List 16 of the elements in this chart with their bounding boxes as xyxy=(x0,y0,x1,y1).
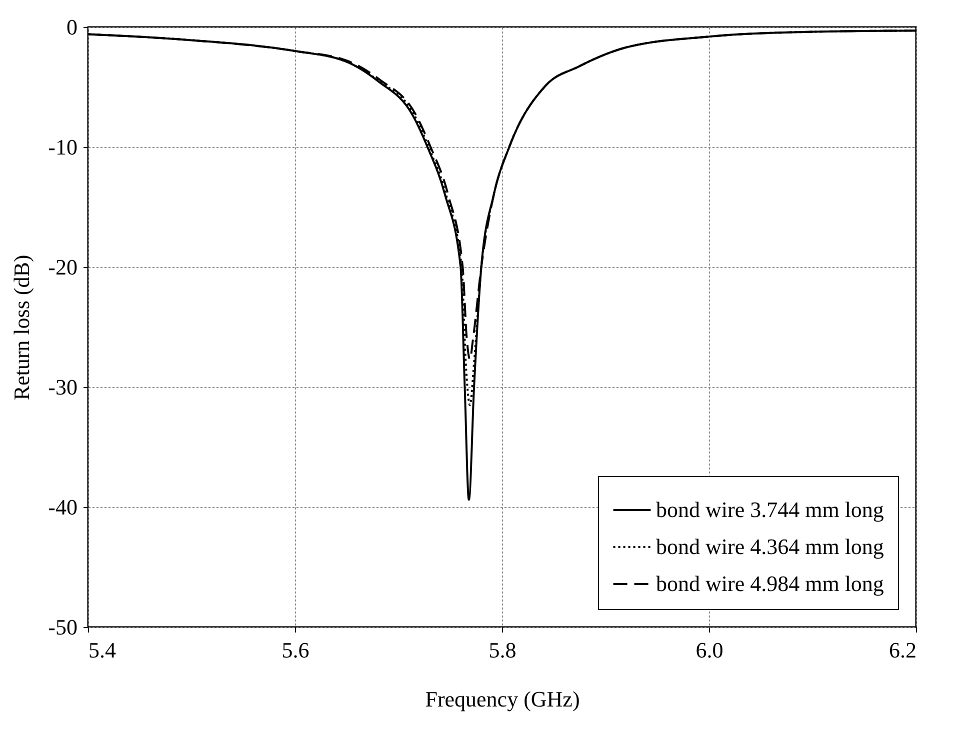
legend-label: bond wire 4.984 mm long xyxy=(656,571,884,596)
y-tick-label: 0 xyxy=(66,14,78,40)
legend-label: bond wire 3.744 mm long xyxy=(656,497,884,522)
y-tick-label: -50 xyxy=(48,614,78,640)
x-tick-label: 6.0 xyxy=(696,638,724,662)
x-axis-title: Frequency (GHz) xyxy=(425,686,580,712)
x-tick-label: 5.8 xyxy=(488,638,516,662)
x-tick-label: 5.6 xyxy=(282,638,310,662)
legend-label: bond wire 4.364 mm long xyxy=(656,534,884,559)
y-tick-label: -40 xyxy=(48,494,78,520)
x-tick-label: 5.4 xyxy=(88,638,116,662)
y-tick-label: -10 xyxy=(48,134,78,160)
x-tick-label: 6.2 xyxy=(889,638,916,662)
y-tick-label: -30 xyxy=(48,374,78,400)
y-axis-title: Return loss (dB) xyxy=(9,254,34,400)
y-tick-label: -20 xyxy=(48,254,78,280)
